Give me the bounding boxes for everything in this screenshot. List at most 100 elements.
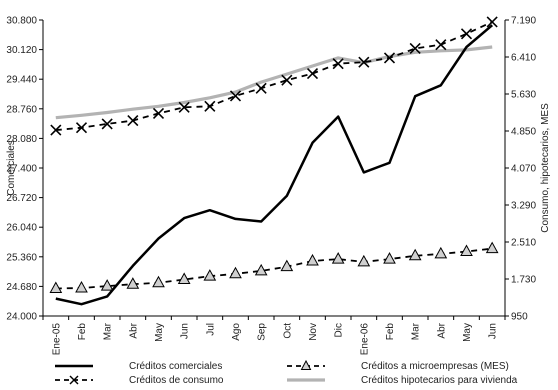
data-point — [255, 82, 267, 94]
y2-tick-label: 7.190 — [511, 16, 536, 27]
marker-stroke — [204, 100, 216, 112]
x-tick-label: May — [462, 323, 473, 342]
legend-marker — [300, 359, 312, 370]
data-point — [204, 100, 216, 112]
y-tick-label: 28.080 — [6, 134, 37, 145]
data-point — [152, 275, 165, 288]
series-0 — [55, 24, 494, 306]
x-axis: Ene-05 Feb Mar Abr May Jun Jul Ago Sep Oct Nov Dic E… — [42, 316, 506, 356]
x-tick-label: Abr — [436, 322, 447, 338]
marker-stroke — [358, 56, 370, 68]
marker-stroke — [75, 122, 88, 134]
data-point — [75, 122, 88, 134]
legend-label: Créditos comerciales — [129, 361, 222, 372]
data-point — [178, 101, 190, 113]
y2-tick-label: 3.290 — [511, 201, 536, 212]
y2-axis-title: Consumo, hipotecarios, MES — [540, 103, 551, 233]
y-tick-label: 24.680 — [6, 282, 37, 293]
data-point — [306, 253, 319, 266]
marker-stroke — [332, 58, 344, 70]
data-point — [485, 241, 499, 254]
legend-item: Créditos de consumo — [55, 375, 224, 386]
y-tick-label: 29.440 — [6, 75, 37, 86]
legend-label: Créditos hipotecarios para vivienda — [361, 375, 518, 386]
x-tick-label: Jul — [205, 323, 216, 336]
x-tick-label: Sep — [257, 323, 268, 341]
marker-stroke — [229, 90, 242, 102]
marker-stroke — [101, 118, 113, 130]
marker-stroke — [383, 52, 396, 64]
data-point — [254, 263, 268, 276]
data-point — [434, 246, 448, 259]
x-tick-label: Abr — [128, 322, 139, 338]
plot-frame — [42, 20, 506, 317]
y2-tick-label: 4.070 — [511, 164, 536, 175]
x-tick-label: Feb — [77, 323, 88, 341]
marker-stroke — [460, 28, 473, 40]
legend-label: Créditos a microempresas (MES) — [361, 361, 509, 372]
y-axis-title: Comerciales — [6, 140, 17, 196]
y-tick-label: 24.000 — [6, 312, 37, 323]
data-point — [152, 107, 165, 120]
data-point — [127, 114, 139, 127]
marker-stroke — [409, 42, 421, 55]
data-point — [408, 248, 422, 261]
y-tick-label: 26.720 — [6, 193, 37, 204]
x-tick-label: Ene-05 — [51, 323, 62, 356]
y-tick-label: 27.400 — [6, 164, 37, 175]
series-1 — [49, 241, 499, 293]
y-axis-right: 950 1.730 2.510 3.290 4.070 4.850 5.630 6.410 7.… — [505, 16, 536, 323]
x-tick-label: Nov — [308, 323, 319, 341]
x-tick-label: Mar — [103, 322, 114, 340]
y-tick-label: 26.040 — [6, 223, 37, 234]
legend-label: Créditos de consumo — [129, 375, 224, 386]
y-tick-label: 30.800 — [6, 16, 37, 27]
marker-stroke — [281, 74, 293, 86]
data-point — [229, 266, 242, 279]
series-line — [55, 24, 494, 306]
x-tick-label: Ene-06 — [359, 323, 370, 356]
data-point — [100, 279, 114, 291]
data-point — [126, 277, 140, 289]
data-point — [281, 74, 293, 86]
legend: Créditos comerciales Créditos a microempr… — [55, 359, 518, 386]
y-tick-label: 25.360 — [6, 252, 37, 263]
marker-stroke — [178, 101, 190, 113]
series-layer — [49, 16, 499, 306]
data-point — [357, 254, 371, 267]
marker-stroke — [127, 114, 139, 127]
marker-stroke — [50, 124, 62, 136]
y-tick-label: 28.760 — [6, 104, 37, 115]
x-tick-label: Ago — [231, 323, 242, 341]
data-point — [331, 252, 345, 264]
x-tick-label: Feb — [385, 323, 396, 341]
marker-stroke — [255, 82, 267, 94]
data-point — [177, 272, 191, 284]
data-point — [435, 39, 447, 51]
x-tick-label: Oct — [282, 323, 293, 339]
y-tick-label: 30.120 — [6, 45, 37, 56]
y2-tick-label: 2.510 — [511, 238, 536, 249]
y2-tick-label: 1.730 — [511, 275, 536, 286]
series-line — [55, 45, 493, 120]
y2-tick-label: 5.630 — [511, 90, 536, 101]
y-axis-left: 24.000 24.680 25.360 26.040 26.720 27.400 28.0… — [6, 16, 43, 323]
legend-item: Créditos comerciales — [55, 361, 222, 372]
data-point — [332, 58, 344, 70]
series-line — [55, 21, 493, 131]
y2-tick-label: 6.410 — [511, 53, 536, 64]
marker-stroke — [306, 68, 319, 80]
marker-stroke — [435, 39, 447, 51]
legend-marker — [69, 375, 79, 385]
x-tick-label: Dic — [334, 323, 345, 337]
data-point — [101, 118, 113, 130]
y2-tick-label: 950 — [511, 312, 528, 323]
data-point — [280, 259, 294, 272]
legend-item: Créditos a microempresas (MES) — [287, 359, 509, 372]
x-tick-label: May — [154, 323, 165, 342]
data-point — [409, 42, 421, 55]
data-point — [49, 281, 63, 293]
data-point — [75, 280, 88, 293]
data-point — [306, 68, 319, 80]
data-point — [229, 90, 242, 102]
